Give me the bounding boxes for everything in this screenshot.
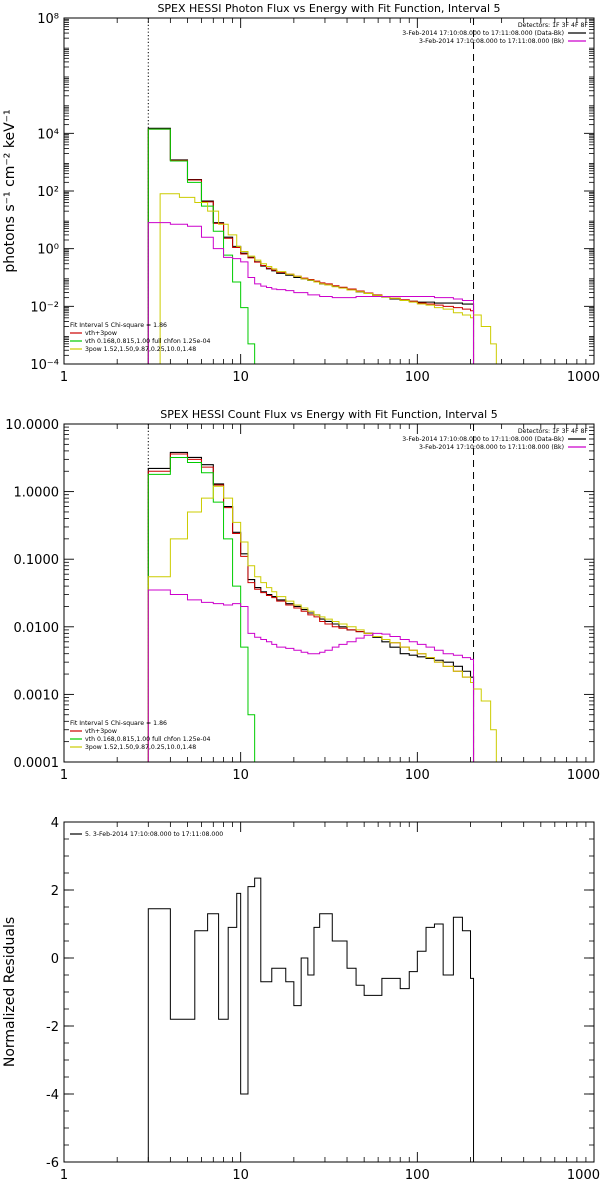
legend-bottom-left: Fit Interval 5 Chi-square = 1.86vth+3pow… [70,720,211,751]
y-tick-label: 0.0001 [14,756,60,771]
y-tick-label: -6 [46,1156,59,1171]
y-tick-label: 0.0010 [14,688,60,703]
legend-top-right: Detectors: 1F 3F 4F 8F3-Feb-2014 17:10:0… [402,22,588,45]
x-tick-label: 1 [60,1168,68,1183]
y-axis: 10⁻⁴ 10⁻² 10⁰ 10² 10⁴ 10⁸ [30,12,594,373]
legend-top-left: 5. 3-Feb-2014 17:10:08.000 to 17:11:08.0… [70,831,223,838]
series-4-line [147,485,475,762]
plot-frame [63,17,595,365]
x-tick-label: 100 [405,1168,430,1183]
series-3-line [147,456,261,762]
plot-frame [63,423,595,763]
series-5-line [147,222,475,364]
y-tick-label: 1.0000 [14,486,60,501]
series-1-line [147,877,475,1162]
y-tick-label: 10.0000 [5,418,59,433]
chart-title: SPEX HESSI Count Flux vs Energy with Fit… [160,408,497,421]
x-tick-label: 10 [232,1168,249,1183]
legend-entry: 3pow 1.52,1.50,9.87,0.25,10.0,1.48 [85,346,196,353]
legend-entry: 3-Feb-2014 17:10:08.000 to 17:11:08.000 … [419,444,564,451]
legend-entry: Fit Interval 5 Chi-square = 1.86 [70,720,167,727]
x-tick-label: 100 [405,370,430,385]
chart-title: SPEX HESSI Photon Flux vs Energy with Fi… [157,2,500,15]
y-tick-label: 10² [37,185,59,200]
y-axis-label: Normalized Residuals [2,917,18,1067]
chart-3: 1 10 100 1000 -6 -4 -2 0 2 4 Normalized Residuals 5… [2,816,600,1183]
plot-area [147,424,497,762]
plot-area [147,18,497,364]
legend-bottom-left: Fit Interval 5 Chi-square = 1.86vth+3pow… [70,322,211,353]
extrapolated-tail-line [473,314,497,364]
series-3-line [147,128,261,364]
x-tick-label: 10 [232,768,249,783]
legend-top-right: Detectors: 1F 3F 4F 8F3-Feb-2014 17:10:0… [402,428,588,451]
legend-entry: 3pow 1.52,1.50,9.87,0.25,10.0,1.48 [85,744,196,751]
legend-entry: vth+3pow [85,728,117,735]
x-tick-label: 1000 [567,1168,600,1183]
y-axis-label: photons s⁻¹ cm⁻² keV⁻¹ [2,109,18,272]
legend-entry: 3-Feb-2014 17:10:08.000 to 17:11:08.000 … [419,38,564,45]
y-tick-label: 10⁸ [37,12,59,27]
y-tick-label: -2 [46,1020,59,1035]
y-tick-label: 10⁻⁴ [30,358,59,373]
y-tick-label: 2 [51,884,59,899]
chart-2: SPEX HESSI Count Flux vs Energy with Fit… [5,408,600,783]
x-tick-label: 10 [232,370,249,385]
x-tick-label: 1000 [567,768,600,783]
chart-1: SPEX HESSI Photon Flux vs Energy with Fi… [2,2,600,385]
legend-entry: Detectors: 1F 3F 4F 8F [518,22,589,29]
y-axis: -6 -4 -2 0 2 4 [46,816,594,1171]
series-4-line [148,193,475,364]
x-tick-label: 1 [60,370,68,385]
legend-entry: vth 0.168,0.815,1.00 full chfon 1.25e-04 [85,338,211,345]
legend-entry: 5. 3-Feb-2014 17:10:08.000 to 17:11:08.0… [85,831,223,838]
x-axis: 1 10 100 1000 [60,822,600,1183]
series-5-line [147,589,475,762]
plot-frame [63,821,595,1163]
y-tick-label: 10⁻² [30,300,59,315]
y-tick-label: 0.0100 [14,621,60,636]
legend-entry: 3-Feb-2014 17:10:08.000 to 17:11:08.000 … [402,30,564,37]
y-tick-label: 0.1000 [14,553,60,568]
plot-area [147,877,475,1162]
y-tick-label: 4 [51,816,59,831]
y-tick-label: 10⁰ [37,243,59,258]
legend-entry: vth+3pow [85,330,117,337]
legend-entry: 3-Feb-2014 17:10:08.000 to 17:11:08.000 … [402,436,564,443]
x-tick-label: 1 [60,768,68,783]
x-tick-label: 1000 [567,370,600,385]
y-tick-label: -4 [46,1088,59,1103]
legend-entry: vth 0.168,0.815,1.00 full chfon 1.25e-04 [85,736,211,743]
x-tick-label: 100 [405,768,430,783]
legend-entry: Detectors: 1F 3F 4F 8F [518,428,589,435]
y-axis: 0.0001 0.0010 0.0100 0.1000 1.0000 10.0000 [5,418,594,771]
y-tick-label: 0 [51,952,59,967]
y-tick-label: 10⁴ [37,127,59,142]
extrapolated-tail-line [473,688,497,762]
x-axis: 1 10 100 1000 [60,424,600,783]
legend-entry: Fit Interval 5 Chi-square = 1.86 [70,322,167,329]
